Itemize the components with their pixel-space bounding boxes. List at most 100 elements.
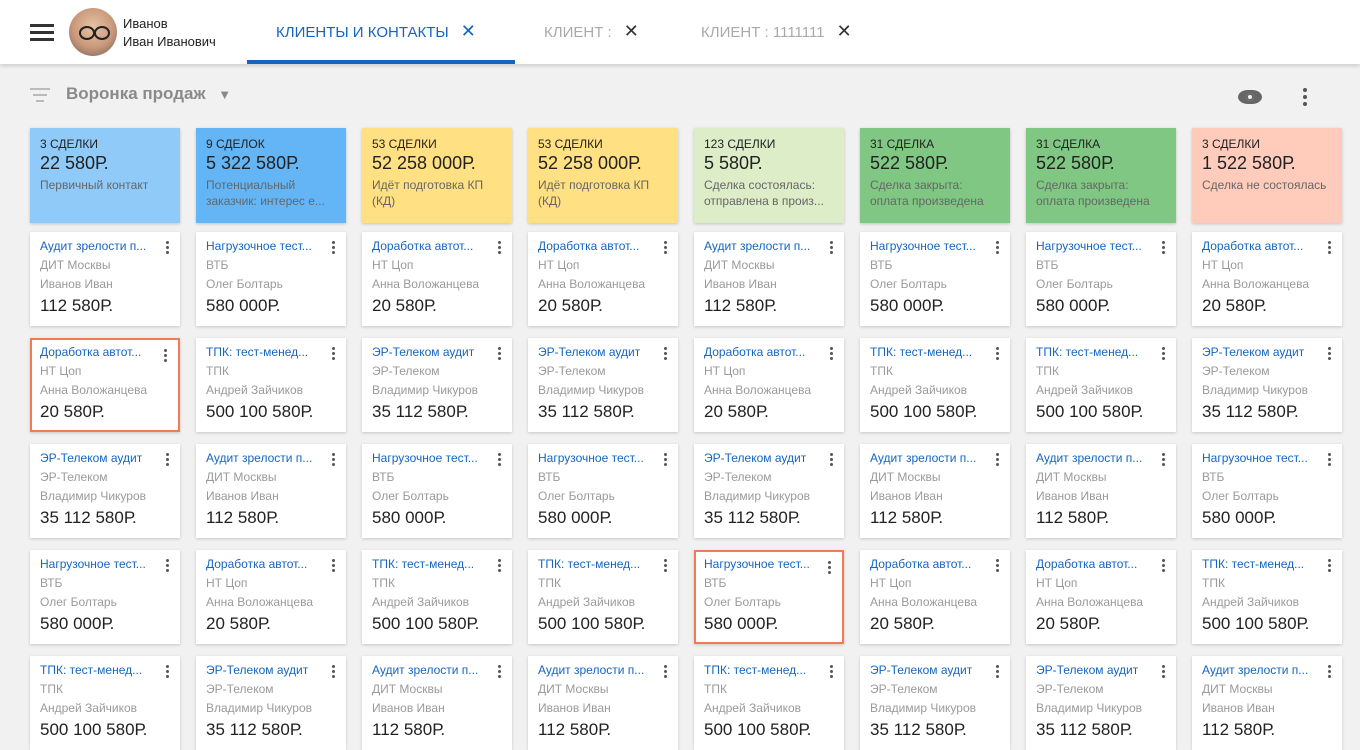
more-vert-icon[interactable]: [332, 241, 336, 256]
deal-title[interactable]: ТПК: тест-менед...: [40, 663, 143, 677]
column-header[interactable]: 3 СДЕЛКИ 1 522 580Р. Сделка не состоялась: [1192, 128, 1342, 223]
more-vert-icon[interactable]: [664, 559, 668, 574]
more-vert-icon[interactable]: [166, 665, 170, 680]
deal-card[interactable]: Аудит зрелости п... ДИТ Москвы Иванов Иван…: [362, 656, 512, 750]
deal-card[interactable]: ЭР-Телеком аудит ЭР-Телеком Владимир Чикур…: [1026, 656, 1176, 750]
more-vert-icon[interactable]: [1328, 241, 1332, 256]
more-vert-icon[interactable]: [1162, 559, 1166, 574]
more-vert-icon[interactable]: [332, 347, 336, 362]
deal-title[interactable]: Аудит зрелости п...: [538, 663, 645, 677]
deal-card[interactable]: ЭР-Телеком аудит ЭР-Телеком Владимир Чикур…: [694, 444, 844, 538]
deal-card[interactable]: Нагрузочное тест... ВТБ Олег Болтарь 580 00…: [30, 550, 180, 644]
deal-title[interactable]: ЭР-Телеком аудит: [870, 663, 973, 677]
more-vert-icon[interactable]: [1162, 453, 1166, 468]
more-vert-icon[interactable]: [996, 453, 1000, 468]
deal-card[interactable]: Нагрузочное тест... ВТБ Олег Болтарь 580 00…: [1026, 232, 1176, 326]
deal-title[interactable]: Нагрузочное тест...: [538, 451, 644, 465]
deal-card[interactable]: Аудит зрелости п... ДИТ Москвы Иванов Иван…: [1192, 656, 1342, 750]
more-vert-icon[interactable]: [498, 241, 502, 256]
deal-title[interactable]: Аудит зрелости п...: [40, 239, 147, 253]
deal-title[interactable]: Доработка автот...: [870, 557, 972, 571]
deal-card[interactable]: ТПК: тест-менед... ТПК Андрей Зайчиков 500 …: [1192, 550, 1342, 644]
deal-card[interactable]: Доработка автот... НТ Цоп Анна Воложанцева…: [30, 338, 180, 432]
more-vert-icon[interactable]: [164, 349, 168, 364]
more-vert-icon[interactable]: [830, 241, 834, 256]
deal-title[interactable]: ТПК: тест-менед...: [1036, 345, 1139, 359]
deal-card[interactable]: Доработка автот... НТ Цоп Анна Воложанцева…: [1192, 232, 1342, 326]
deal-title[interactable]: Аудит зрелости п...: [372, 663, 479, 677]
more-vert-icon[interactable]: [1328, 665, 1332, 680]
deal-card[interactable]: ЭР-Телеком аудит ЭР-Телеком Владимир Чикур…: [860, 656, 1010, 750]
more-vert-icon[interactable]: [664, 453, 668, 468]
deal-card[interactable]: ЭР-Телеком аудит ЭР-Телеком Владимир Чикур…: [528, 338, 678, 432]
deal-card[interactable]: ЭР-Телеком аудит ЭР-Телеком Владимир Чикур…: [196, 656, 346, 750]
more-vert-icon[interactable]: [996, 665, 1000, 680]
deal-title[interactable]: Доработка автот...: [538, 239, 640, 253]
more-vert-icon[interactable]: [1162, 347, 1166, 362]
deal-title[interactable]: Доработка автот...: [704, 345, 806, 359]
deal-card[interactable]: Аудит зрелости п... ДИТ Москвы Иванов Иван…: [694, 232, 844, 326]
more-vert-icon[interactable]: [828, 561, 832, 576]
more-vert-icon[interactable]: [996, 241, 1000, 256]
tab-client-1111111[interactable]: КЛИЕНТ : 1111111 ✕: [701, 0, 852, 64]
column-header[interactable]: 9 СДЕЛОК 5 322 580Р. Потенциальный заказчи…: [196, 128, 346, 223]
deal-title[interactable]: ЭР-Телеком аудит: [538, 345, 641, 359]
filter-icon[interactable]: [30, 88, 50, 106]
close-icon[interactable]: ✕: [623, 21, 639, 41]
more-vert-icon[interactable]: [1328, 559, 1332, 574]
deal-title[interactable]: Нагрузочное тест...: [40, 557, 146, 571]
deal-card[interactable]: Аудит зрелости п... ДИТ Москвы Иванов Иван…: [196, 444, 346, 538]
deal-title[interactable]: ЭР-Телеком аудит: [704, 451, 807, 465]
more-vert-icon[interactable]: [830, 347, 834, 362]
tab-clients-contacts[interactable]: КЛИЕНТЫ И КОНТАКТЫ ✕: [247, 0, 515, 64]
deal-title[interactable]: Аудит зрелости п...: [1036, 451, 1143, 465]
deal-card[interactable]: Доработка автот... НТ Цоп Анна Воложанцева…: [694, 338, 844, 432]
more-vert-icon[interactable]: [664, 347, 668, 362]
deal-title[interactable]: Доработка автот...: [1036, 557, 1138, 571]
deal-card[interactable]: Доработка автот... НТ Цоп Анна Воложанцева…: [528, 232, 678, 326]
deal-title[interactable]: ЭР-Телеком аудит: [372, 345, 475, 359]
deal-title[interactable]: Доработка автот...: [372, 239, 474, 253]
deal-title[interactable]: Доработка автот...: [40, 345, 142, 359]
more-vert-icon[interactable]: [1328, 347, 1332, 362]
deal-card[interactable]: ТПК: тест-менед... ТПК Андрей Зайчиков 500 …: [362, 550, 512, 644]
more-vert-icon[interactable]: [830, 453, 834, 468]
column-header[interactable]: 3 СДЕЛКИ 22 580Р. Первичный контакт: [30, 128, 180, 223]
more-vert-icon[interactable]: [830, 665, 834, 680]
deal-title[interactable]: ТПК: тест-менед...: [870, 345, 973, 359]
deal-title[interactable]: Нагрузочное тест...: [1202, 451, 1308, 465]
more-vert-icon[interactable]: [1162, 665, 1166, 680]
deal-title[interactable]: Нагрузочное тест...: [704, 557, 810, 571]
more-vert-icon[interactable]: [332, 559, 336, 574]
deal-card[interactable]: ТПК: тест-менед... ТПК Андрей Зайчиков 500 …: [694, 656, 844, 750]
deal-card[interactable]: Нагрузочное тест... ВТБ Олег Болтарь 580 00…: [860, 232, 1010, 326]
column-header[interactable]: 31 СДЕЛКА 522 580Р. Сделка закрыта: оплата…: [860, 128, 1010, 223]
deal-card[interactable]: ТПК: тест-менед... ТПК Андрей Зайчиков 500 …: [1026, 338, 1176, 432]
deal-title[interactable]: Нагрузочное тест...: [870, 239, 976, 253]
deal-title[interactable]: Доработка автот...: [206, 557, 308, 571]
more-vert-icon[interactable]: [498, 347, 502, 362]
more-vert-icon[interactable]: [996, 347, 1000, 362]
column-header[interactable]: 53 СДЕЛКИ 52 258 000Р. Идёт подготовка КП …: [362, 128, 512, 223]
more-vert-icon[interactable]: [498, 453, 502, 468]
deal-title[interactable]: Нагрузочное тест...: [372, 451, 478, 465]
deal-card[interactable]: ЭР-Телеком аудит ЭР-Телеком Владимир Чикур…: [1192, 338, 1342, 432]
more-vert-icon[interactable]: [498, 559, 502, 574]
deal-title[interactable]: ЭР-Телеком аудит: [206, 663, 309, 677]
deal-title[interactable]: Аудит зрелости п...: [206, 451, 313, 465]
eye-icon[interactable]: [1238, 90, 1262, 104]
deal-title[interactable]: ТПК: тест-менед...: [1202, 557, 1305, 571]
more-vert-icon[interactable]: [1328, 453, 1332, 468]
deal-title[interactable]: ЭР-Телеком аудит: [40, 451, 143, 465]
more-vert-icon[interactable]: [1303, 88, 1307, 109]
deal-title[interactable]: ЭР-Телеком аудит: [1202, 345, 1305, 359]
deal-card[interactable]: Аудит зрелости п... ДИТ Москвы Иванов Иван…: [528, 656, 678, 750]
deal-card[interactable]: Доработка автот... НТ Цоп Анна Воложанцева…: [860, 550, 1010, 644]
more-vert-icon[interactable]: [332, 665, 336, 680]
more-vert-icon[interactable]: [166, 559, 170, 574]
more-vert-icon[interactable]: [996, 559, 1000, 574]
deal-card[interactable]: ЭР-Телеком аудит ЭР-Телеком Владимир Чикур…: [30, 444, 180, 538]
deal-card[interactable]: Доработка автот... НТ Цоп Анна Воложанцева…: [196, 550, 346, 644]
deal-title[interactable]: Нагрузочное тест...: [206, 239, 312, 253]
deal-card[interactable]: ЭР-Телеком аудит ЭР-Телеком Владимир Чикур…: [362, 338, 512, 432]
